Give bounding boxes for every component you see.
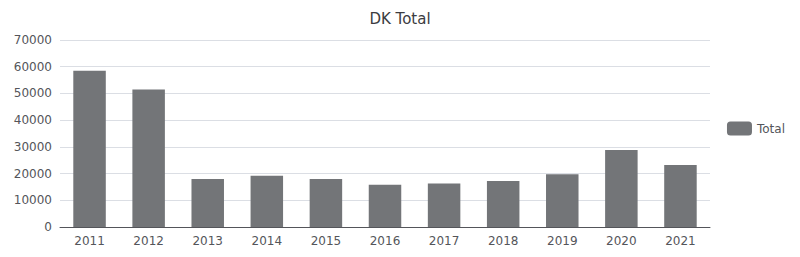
svg-text:2020: 2020 bbox=[606, 234, 637, 248]
svg-text:DK Total: DK Total bbox=[369, 10, 430, 28]
svg-text:2016: 2016 bbox=[370, 234, 401, 248]
svg-text:60000: 60000 bbox=[14, 60, 52, 74]
svg-text:10000: 10000 bbox=[14, 193, 52, 207]
svg-text:Total: Total bbox=[756, 122, 785, 136]
svg-text:2011: 2011 bbox=[74, 234, 105, 248]
svg-text:2015: 2015 bbox=[311, 234, 342, 248]
svg-text:50000: 50000 bbox=[14, 86, 52, 100]
svg-text:2017: 2017 bbox=[429, 234, 460, 248]
svg-text:2019: 2019 bbox=[547, 234, 578, 248]
svg-text:40000: 40000 bbox=[14, 113, 52, 127]
svg-text:2021: 2021 bbox=[665, 234, 696, 248]
svg-text:0: 0 bbox=[44, 220, 52, 234]
svg-text:2012: 2012 bbox=[133, 234, 164, 248]
svg-text:70000: 70000 bbox=[14, 33, 52, 47]
svg-text:2013: 2013 bbox=[192, 234, 223, 248]
svg-text:2018: 2018 bbox=[488, 234, 519, 248]
svg-text:30000: 30000 bbox=[14, 140, 52, 154]
svg-text:2014: 2014 bbox=[252, 234, 283, 248]
svg-text:20000: 20000 bbox=[14, 167, 52, 181]
